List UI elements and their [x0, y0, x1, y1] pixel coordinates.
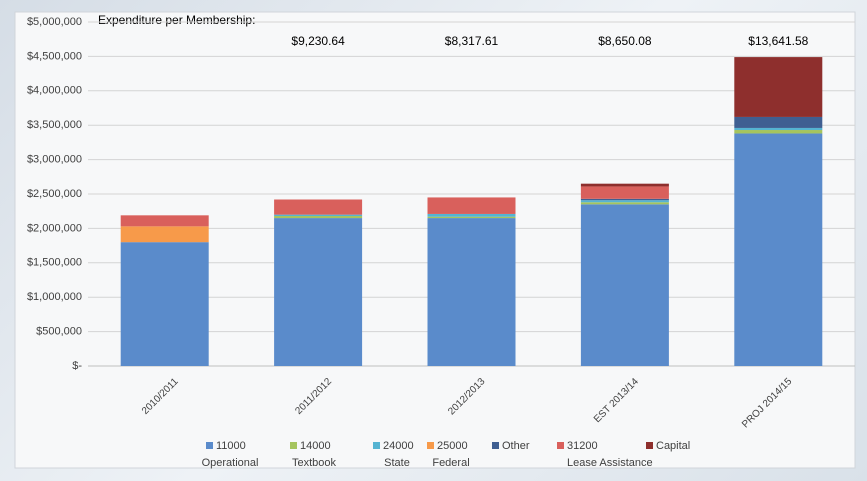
- annotation-title: Expenditure per Membership:: [98, 13, 255, 27]
- per-membership-label: $8,650.08: [598, 34, 652, 48]
- y-tick-label: $4,000,000: [27, 85, 82, 97]
- legend-label: 31200: [567, 440, 598, 452]
- bar-segment: [427, 197, 516, 214]
- legend-swatch: [373, 442, 380, 449]
- y-tick-label: $-: [72, 360, 82, 372]
- y-tick-label: $2,000,000: [27, 222, 82, 234]
- bar-segment: [120, 215, 209, 227]
- legend-description: State: [384, 457, 410, 469]
- legend-description: Operational: [202, 457, 259, 469]
- per-membership-label: $8,317.61: [445, 34, 499, 48]
- legend-label: 25000: [437, 440, 468, 452]
- legend-label: Other: [502, 440, 530, 452]
- legend-description: Textbook: [292, 457, 337, 469]
- bar-segment: [274, 218, 363, 366]
- legend-description: Lease Assistance: [567, 457, 653, 469]
- legend-label: Capital: [656, 440, 690, 452]
- bar-segment: [580, 186, 669, 199]
- bar-segment: [427, 216, 516, 219]
- bar-segment: [580, 202, 669, 205]
- legend-description: Federal: [432, 457, 469, 469]
- legend-label: 24000: [383, 440, 414, 452]
- legend-swatch: [557, 442, 564, 449]
- legend-swatch: [290, 442, 297, 449]
- y-tick-label: $3,500,000: [27, 119, 82, 131]
- bar-segment: [120, 242, 209, 366]
- bar-segment: [734, 57, 823, 117]
- legend-label: 11000: [216, 440, 246, 452]
- y-tick-label: $2,500,000: [27, 188, 82, 200]
- bar-segment: [580, 200, 669, 203]
- bar-segment: [734, 116, 823, 128]
- per-membership-label: $9,230.64: [291, 34, 345, 48]
- legend-swatch: [492, 442, 499, 449]
- legend-swatch: [427, 442, 434, 449]
- y-tick-label: $500,000: [36, 326, 82, 338]
- y-tick-label: $4,500,000: [27, 50, 82, 62]
- y-tick-label: $1,500,000: [27, 257, 82, 269]
- legend-swatch: [646, 442, 653, 449]
- bar-segment: [120, 226, 209, 243]
- legend-swatch: [206, 442, 213, 449]
- y-tick-label: $1,000,000: [27, 291, 82, 303]
- bar-segment: [274, 216, 363, 219]
- bar-segment: [274, 214, 363, 217]
- legend-label: 14000: [300, 440, 331, 452]
- bar-segment: [580, 198, 669, 201]
- bar-segment: [274, 199, 363, 215]
- y-tick-label: $5,000,000: [27, 16, 82, 28]
- bar-segment: [580, 204, 669, 366]
- bar-segment: [734, 130, 823, 134]
- per-membership-label: $13,641.58: [748, 34, 808, 48]
- bar-segment: [734, 127, 823, 131]
- bar-segment: [427, 218, 516, 366]
- bar-segment: [427, 213, 516, 217]
- bar-segment: [734, 133, 823, 366]
- bar-segment: [580, 183, 669, 187]
- y-tick-label: $3,000,000: [27, 154, 82, 166]
